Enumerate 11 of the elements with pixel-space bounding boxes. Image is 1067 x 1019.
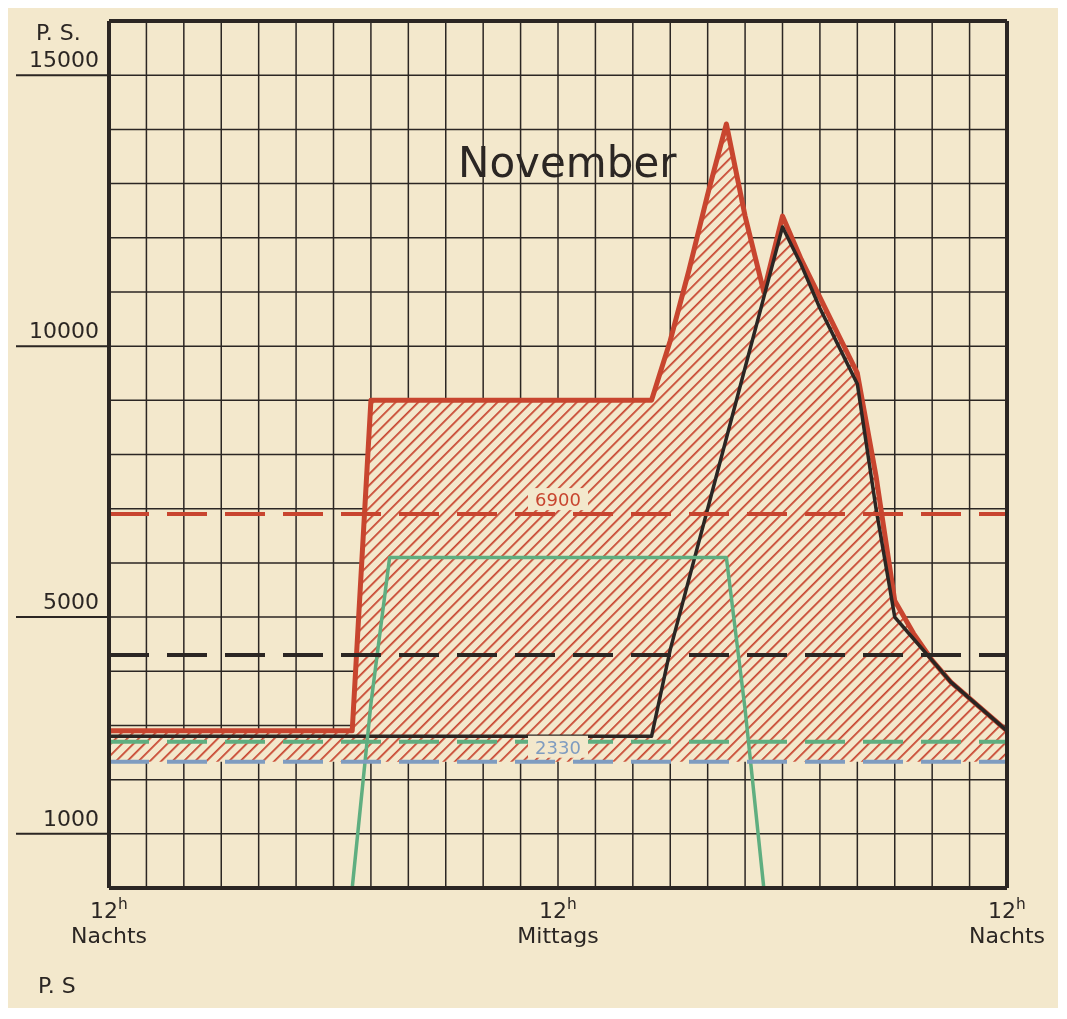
y-axis-title: P. S. — [36, 20, 81, 45]
ref-line-label: 6900 — [535, 489, 581, 511]
x-tick-label: 12$^{h}$ Mittags — [517, 895, 599, 948]
x-tick-label: 12$^{h}$ Nachts — [70, 895, 148, 948]
x-tick-label: 12$^{h}$ Nachts — [968, 895, 1046, 948]
y-tick-label: 15000 — [29, 47, 99, 73]
y-tick-label: 1000 — [43, 805, 99, 831]
ref-line-label: 2330 — [535, 736, 581, 758]
y-tick-label: 10000 — [29, 318, 99, 344]
y-tick-label: 5000 — [43, 589, 99, 615]
text: P. S — [38, 973, 76, 998]
